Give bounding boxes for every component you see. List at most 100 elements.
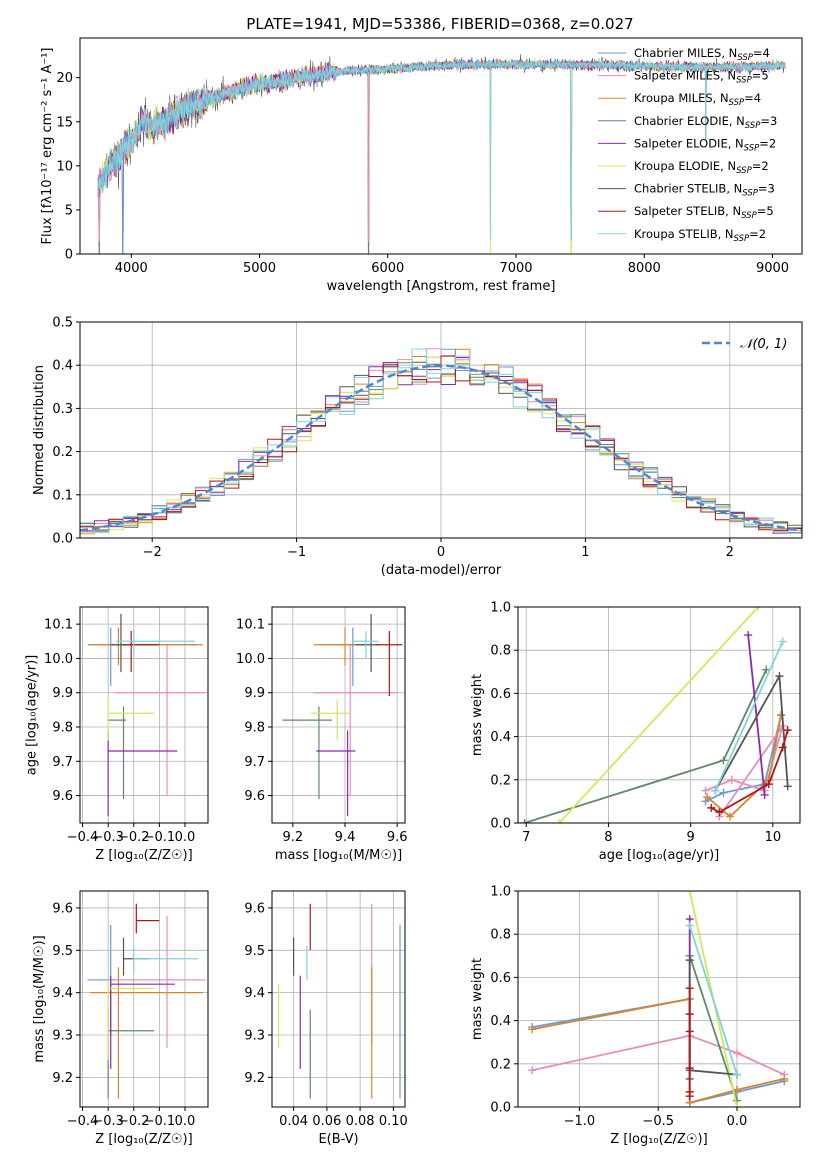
mass_vs_Z-point-kroupa_elodie: [107, 979, 155, 1061]
age_vs_mass-point-chabrier_miles: [318, 627, 369, 686]
residuals-plot-area: [80, 348, 802, 537]
residuals-xtick-label: −2: [143, 545, 162, 560]
age_vs_mass-plot-area: [282, 613, 403, 817]
spectrum-ylabel: Flux [fλ10⁻¹⁷ erg cm⁻² s⁻¹ A⁻¹]: [40, 47, 55, 244]
residuals-xtick-label: −1: [287, 545, 306, 560]
mass_vs_ebv-xtick-label: 0.06: [312, 1114, 341, 1129]
weight_vs_age-marker-salpeter_elodie: [744, 631, 753, 640]
legend-label-kroupa_miles: Kroupa MILES, NSSP=4: [634, 91, 761, 108]
weight_vs_Z-ytick-label: 0.4: [490, 1014, 511, 1029]
mass_vs_ebv-ytick-label: 9.4: [244, 986, 265, 1001]
mass_vs_Z-point-salpeter_stelib: [135, 903, 160, 934]
legend-label-salpeter_miles: Salpeter MILES, NSSP=5: [634, 69, 769, 86]
weight_vs_Z-ytick-label: 0.8: [490, 928, 511, 943]
legend-label-normal: 𝒩(0, 1): [740, 337, 787, 352]
spectrum-series-chabrier_miles: [97, 58, 786, 254]
weight_vs_age-marker-kroupa_miles: [777, 711, 786, 719]
age_vs_Z-ytick-label: 9.9: [52, 686, 73, 701]
age_vs_Z-ytick-label: 10.0: [44, 652, 73, 667]
age_vs_mass-point-chabrier_stelib: [355, 613, 379, 673]
spectrum-series-chabrier_stelib: [97, 54, 786, 254]
mass_vs_Z-point-salpeter_miles: [115, 916, 206, 1048]
mass_vs_ebv-xtick-label: 0.10: [379, 1114, 408, 1129]
weight_vs_age-ytick-label: 0.4: [490, 730, 511, 745]
age_vs_Z-ytick-label: 10.1: [44, 618, 73, 633]
age_vs_mass-point-salpeter_stelib: [376, 631, 403, 697]
weight_vs_Z-marker-salpeter_stelib: [685, 1027, 694, 1036]
weight_vs_Z-marker-kroupa_stelib: [685, 921, 694, 930]
spectrum-xtick-label: 8000: [628, 261, 661, 276]
weight_vs_Z-marker-kroupa_stelib: [732, 1070, 741, 1079]
weight_vs_Z-marker-salpeter_stelib: [685, 1092, 694, 1101]
mass_vs_Z-ytick-label: 9.6: [52, 901, 73, 916]
mass_vs_Z-panel: −0.4−0.3−0.2−0.1 0.0 9.2 9.3 9.4 9.5 9.6 Z [log…: [32, 890, 209, 1147]
weight_vs_Z-panel: −1.0 −0.5 0.0 0.0 0.2 0.4 0.6 0.8 1.0 Z [log₁₀(Z/…: [470, 885, 801, 1147]
mass_vs_Z-xtick-label: −0.2: [118, 1114, 150, 1129]
weight_vs_age-line-salpeter_elodie: [747, 635, 766, 795]
weight_vs_age-marker-salpeter_miles: [701, 786, 710, 795]
weight_vs_Z-marker-kroupa_elodie: [685, 891, 694, 895]
mass_vs_Z-point-chabrier_stelib: [122, 937, 150, 976]
residuals-xtick-label: 2: [726, 545, 734, 560]
mass_vs_ebv-ytick-label: 9.3: [244, 1029, 265, 1044]
weight_vs_age-line-kroupa_miles: [706, 714, 782, 818]
normal-curve: [80, 364, 802, 532]
weight_vs_Z-marker-salpeter_miles: [528, 1066, 537, 1075]
age_vs_mass-xtick-label: 9.4: [335, 830, 356, 845]
weight_vs_age-marker-chabrier_stelib: [775, 672, 784, 681]
age_vs_Z-xtick-label: −0.4: [67, 830, 99, 845]
spectrum-xlabel: wavelength [Angstrom, rest frame]: [327, 279, 556, 294]
age_vs_Z-ylabel: age [log₁₀(age/yr)]: [25, 655, 40, 776]
legend-label-kroupa_stelib: Kroupa STELIB, NSSP=2: [634, 227, 766, 244]
spectrum-xtick-label: 9000: [756, 261, 789, 276]
spectrum-legend: Chabrier MILES, NSSP=4 Salpeter MILES, NS…: [598, 46, 777, 244]
residuals-ytick-label: 0.3: [52, 402, 73, 417]
age_vs_Z-xlabel: Z [log₁₀(Z/Z☉)]: [95, 848, 192, 863]
legend-label-chabrier_miles: Chabrier MILES, NSSP=4: [634, 46, 770, 63]
mass_vs_Z-ytick-label: 9.3: [52, 1029, 73, 1044]
age_vs_mass-panel: 9.2 9.4 9.6 9.6 9.7 9.8 9.9 10.0 10.1 mass [log₁₀…: [236, 606, 408, 863]
residuals-panel: −2 −1 0 1 2 0.0 0.1 0.2 0.3 0.4 0.5 (data-model)/er…: [32, 316, 803, 578]
weight_vs_age-line-chabrier_miles: [705, 714, 782, 803]
age_vs_mass-ytick-label: 10.1: [236, 618, 265, 633]
weight_vs_Z-marker-salpeter_miles: [732, 1049, 741, 1057]
age_vs_mass-point-kroupa_elodie: [311, 699, 351, 741]
age_vs_Z-point-kroupa_miles: [90, 627, 203, 666]
weight_vs_Z-plot-area: [528, 891, 789, 1107]
weight_vs_Z-line-chabrier_elodie: [688, 955, 738, 1101]
weight_vs_age-marker-kroupa_elodie: [555, 819, 564, 823]
age_vs_mass-xlabel: mass [log₁₀(M/M☉)]: [275, 848, 402, 863]
spectrum-xtick-label: 6000: [371, 261, 404, 276]
weight_vs_age-marker-salpeter_stelib: [783, 726, 792, 735]
mass_vs_ebv-frame: [271, 890, 406, 1108]
weight_vs_Z-line-kroupa_stelib: [688, 925, 738, 1075]
spectrum-xtick-label: 5000: [243, 261, 276, 276]
mass_vs_Z-xtick-label: 0.0: [175, 1114, 196, 1129]
weight_vs_age-marker-salpeter_elodie: [760, 790, 769, 799]
spectrum-plot-area: [97, 54, 786, 254]
weight_vs_age-xlabel: age [log₁₀(age/yr)]: [599, 848, 720, 863]
age_vs_mass-point-salpeter_miles: [313, 644, 398, 796]
mass_vs_Z-ytick-label: 9.4: [52, 986, 73, 1001]
age_vs_Z-ytick-label: 9.7: [52, 755, 73, 770]
weight_vs_age-marker-salpeter_stelib: [764, 780, 773, 789]
weight_vs_Z-ytick-label: 1.0: [490, 885, 511, 900]
weight_vs_age-marker-chabrier_stelib: [783, 782, 792, 791]
age_vs_mass-point-kroupa_stelib: [352, 631, 379, 659]
weight_vs_Z-frame: [517, 890, 801, 1108]
weight_vs_age-marker-chabrier_elodie: [719, 756, 728, 765]
mass_vs_Z-point-salpeter_elodie: [110, 975, 175, 1069]
weight_vs_Z-marker-kroupa_elodie: [732, 1103, 741, 1107]
age_vs_Z-point-chabrier_elodie: [108, 706, 127, 799]
mass_vs_Z-xtick-label: −0.1: [144, 1114, 176, 1129]
spectrum-ytick-label: 10: [56, 159, 73, 174]
weight_vs_age-marker-kroupa_miles: [726, 812, 735, 821]
mass_vs_ebv-ytick-label: 9.2: [244, 1071, 265, 1086]
weight_vs_age-ylabel: mass weight: [470, 674, 485, 756]
weight_vs_age-xtick-label: 10: [765, 830, 782, 845]
weight_vs_age-marker-salpeter_stelib: [715, 808, 724, 817]
age_vs_Z-point-kroupa_stelib: [115, 631, 196, 659]
weight_vs_age-xtick-label: 7: [522, 830, 530, 845]
age_vs_Z-point-chabrier_stelib: [110, 613, 150, 673]
